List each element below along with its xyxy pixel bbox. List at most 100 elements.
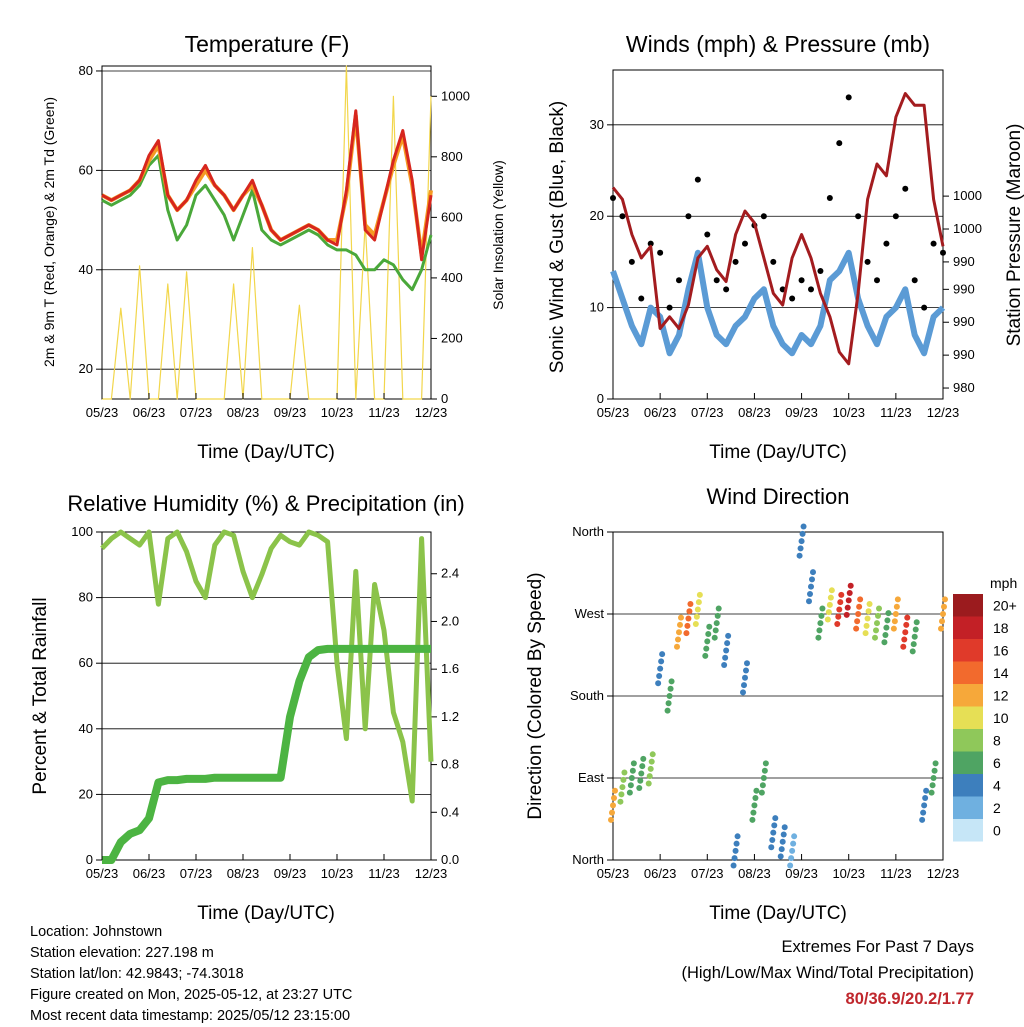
direction-point [901,636,908,643]
direction-point [752,795,759,802]
y-tick-label: 20 [79,786,93,801]
direction-point [694,606,701,613]
direction-point [884,617,891,624]
x-tick-label: 12/23 [415,866,448,881]
direction-point [931,767,938,774]
direction-point [920,809,927,816]
x-tick-label: 12/23 [927,405,960,420]
gust-point [902,185,909,192]
x-tick-label: 06/23 [133,405,166,420]
direction-point [913,619,920,626]
direction-point [630,760,637,767]
y-tick-label: North [572,852,604,867]
direction-point [882,631,889,638]
direction-point [900,643,907,650]
x-tick-label: 09/23 [785,405,818,420]
winds-plot-frame [612,69,944,400]
gust-point [628,258,635,265]
x-tick-label: 05/23 [86,866,119,881]
direction-point [742,674,748,681]
colorbar-unit: mph [990,575,1017,591]
direction-point [740,689,746,696]
direction-point [751,802,758,809]
latest-timestamp-text: Most recent data timestamp: 2025/05/12 2… [30,1008,351,1024]
direction-point [904,614,911,621]
colorbar-swatch [953,751,983,774]
direction-point [629,767,636,774]
y-tick-label: 20 [590,208,604,223]
direction-point [687,600,694,607]
x-tick-label: 10/23 [321,866,354,881]
gust-point [808,286,814,293]
direction-point [612,787,618,794]
y2-tick-label: 0.8 [441,757,459,772]
direction-point [645,780,652,787]
direction-point [772,815,779,822]
direction-point [857,596,864,603]
x-tick-label: 08/23 [227,405,260,420]
direction-point [777,853,784,860]
direction-point [666,693,673,699]
direction-point [798,538,805,545]
direction-point [881,639,888,646]
direction-point [724,640,731,647]
gust-point [666,304,673,311]
direction-point [778,846,785,853]
direction-point [855,611,862,617]
humidity-ylabel: Percent & Total Rainfall [30,597,51,794]
direction-point [873,627,879,634]
direction-point [875,612,881,619]
direction-point [732,847,739,854]
direction-point [835,613,842,620]
direction-point [863,622,870,629]
x-tick-label: 09/23 [274,405,307,420]
x-tick-label: 11/23 [368,866,400,881]
latlon-text: Station lat/lon: 42.9843; -74.3018 [30,966,244,982]
direction-point [788,855,795,862]
y2-tick-label: 400 [441,270,463,285]
direction-point [891,618,898,625]
gust-point [770,258,777,265]
direction-point [807,590,813,597]
direction-point [714,612,721,619]
direction-point [608,816,614,823]
direction-point [818,612,825,619]
direction-point [713,620,720,627]
direction-point [722,654,729,661]
x-tick-label: 06/23 [133,866,166,881]
direction-point [619,784,626,791]
direction-point [693,613,700,620]
y2-tick-label: 990 [953,314,975,329]
direction-point [797,545,804,552]
speed-colorbar: 20+ 18 16 14 12 10 8 6 4 2 0 [953,594,1017,842]
x-tick-label: 05/23 [597,405,630,420]
direction-point [809,576,815,583]
direction-point [731,855,738,862]
direction-point [750,809,757,816]
direction-point [779,838,786,845]
direction-point [872,634,878,641]
direction-point [919,816,926,823]
direction-point [648,758,655,765]
direction-point [781,824,788,831]
gust-point [874,277,880,284]
direction-point [817,620,824,627]
gust-point [798,277,805,284]
y2-tick-label: 1000 [953,221,982,236]
extremes-values: 80/36.9/20.2/1.77 [845,990,974,1008]
temperature-plot-frame [101,65,432,400]
direction-point [865,608,872,615]
direction-point [657,665,664,672]
direction-point [705,631,712,638]
rainfall-line [102,644,431,864]
direction-point [789,847,796,854]
direction-point [770,829,777,836]
gust-point [685,213,692,220]
colorbar-swatch [953,616,983,639]
direction-point [712,627,719,634]
y-tick-label: 0 [86,852,93,867]
y-tick-label: North [572,524,604,539]
y-tick-label: 0 [597,391,604,406]
gust-point [911,277,918,284]
direction-point [753,787,760,794]
